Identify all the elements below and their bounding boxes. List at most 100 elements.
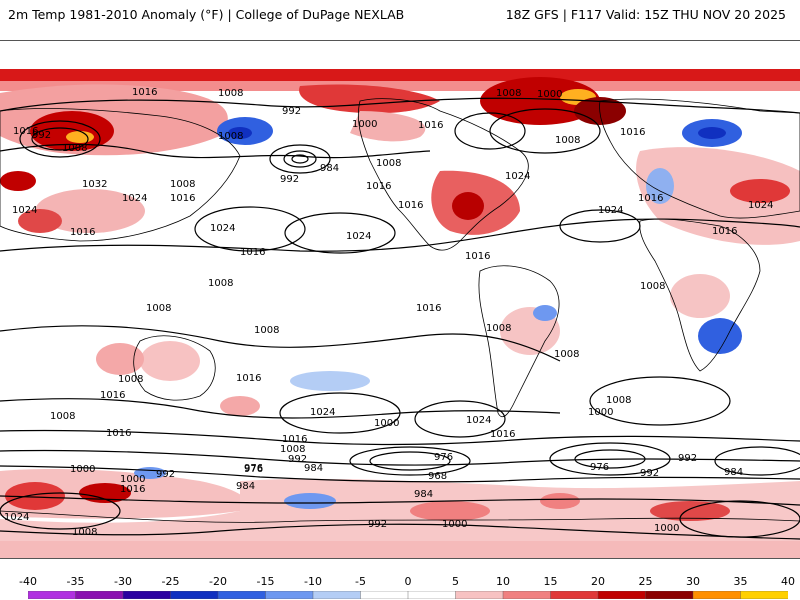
isobar-label: 992 bbox=[32, 130, 51, 141]
isobar-label: 1008 bbox=[606, 395, 631, 406]
isobar-label: 1016 bbox=[465, 251, 490, 262]
colorbar-tick-label: 30 bbox=[686, 575, 700, 588]
colorbar-segment bbox=[217, 591, 267, 599]
colorbar-tick-label: -10 bbox=[304, 575, 322, 588]
isobar-label: 984 bbox=[724, 467, 743, 478]
isobar-label: 1024 bbox=[748, 200, 773, 211]
isobar-label: 1016 bbox=[620, 127, 645, 138]
colorbar-tick-label: -5 bbox=[355, 575, 366, 588]
colorbar-segment bbox=[407, 591, 457, 599]
isobar-label: 1008 bbox=[72, 527, 97, 538]
isobar-label: 1024 bbox=[505, 171, 530, 182]
isobar-label: 1008 bbox=[280, 444, 305, 455]
colorbar-segment bbox=[645, 591, 694, 599]
colorbar-tick-label: 5 bbox=[452, 575, 459, 588]
isobar-label: 1008 bbox=[640, 281, 665, 292]
isobar-label: 1032 bbox=[82, 179, 107, 190]
colorbar-tick-label: -30 bbox=[114, 575, 132, 588]
isobar-label: 1016 bbox=[712, 226, 737, 237]
isobar-label: 968 bbox=[428, 471, 447, 482]
colorbar-tick-label: 25 bbox=[638, 575, 653, 588]
isobar-label: 1008 bbox=[376, 158, 401, 169]
isobar-label: 976 bbox=[244, 463, 263, 474]
isobar-label: 992 bbox=[640, 468, 659, 479]
isobar-label: 1016 bbox=[490, 429, 515, 440]
isobar-label: 1008 bbox=[170, 179, 195, 190]
model-run-info: 18Z GFS | F117 Valid: 15Z THU NOV 20 202… bbox=[505, 7, 786, 22]
isobars bbox=[0, 97, 800, 540]
isobar-label: 1016 bbox=[170, 193, 195, 204]
isobar-label: 992 bbox=[282, 106, 301, 117]
colorbar-tick-label: -40 bbox=[19, 575, 37, 588]
isobar-label: 1024 bbox=[12, 205, 37, 216]
isobar-label: 1016 bbox=[236, 373, 261, 384]
isobar-label: 1008 bbox=[486, 323, 511, 334]
isobar-label: 1016 bbox=[13, 126, 38, 137]
isobar-label: 984 bbox=[320, 163, 339, 174]
anomaly-map[interactable]: 1016 992 1008 1008 992 1000 1008 1016 10… bbox=[0, 40, 800, 559]
colorbar-tick-label: -25 bbox=[161, 575, 180, 588]
isobar-label: 976 bbox=[590, 462, 609, 473]
isobar-label: 1000 bbox=[442, 519, 467, 530]
isobar-label: 992 bbox=[678, 453, 697, 464]
isobar-label: 1016 bbox=[106, 428, 131, 439]
isobar-label: 1000 bbox=[120, 474, 145, 485]
isobar-label: 1024 bbox=[122, 193, 147, 204]
colorbar-segment bbox=[28, 591, 77, 599]
isobar-label: 1000 bbox=[588, 407, 613, 418]
isobar-label: 1008 bbox=[218, 131, 243, 142]
isobar-label: 992 bbox=[288, 454, 307, 465]
isobar-label: 1000 bbox=[537, 89, 562, 100]
isobar-label: 1008 bbox=[554, 349, 579, 360]
isobar-label: 984 bbox=[304, 463, 323, 474]
colorbar-segment bbox=[740, 591, 788, 599]
colorbar-segment bbox=[550, 591, 599, 599]
isobar-label: 992 bbox=[368, 519, 387, 530]
isobar-label: 1016 bbox=[70, 227, 95, 238]
isobar-label: 1008 bbox=[146, 303, 171, 314]
colorbar-segment bbox=[597, 591, 647, 599]
coastlines bbox=[0, 98, 800, 523]
colorbar-tick-label: -15 bbox=[256, 575, 275, 588]
isobar-label: 1024 bbox=[598, 205, 623, 216]
map-title: 2m Temp 1981-2010 Anomaly (°F) | College… bbox=[8, 7, 405, 22]
isobar-label: 984 bbox=[236, 481, 255, 492]
colorbar-tick-label: 10 bbox=[496, 575, 510, 588]
isobar-label: 1008 bbox=[254, 325, 279, 336]
colorbar-scale bbox=[28, 591, 788, 599]
isobar-label: 1016 bbox=[120, 484, 145, 495]
isobar-label: 1016 bbox=[418, 120, 443, 131]
isobar-labels: 1016 992 1008 1008 992 1000 1008 1016 10… bbox=[4, 87, 773, 538]
isobar-label: 1008 bbox=[218, 88, 243, 99]
colorbar-segment bbox=[692, 591, 742, 599]
colorbar-tick-label: 0 bbox=[404, 575, 412, 588]
colorbar-tick-label: -20 bbox=[209, 575, 227, 588]
isobar-label: 1000 bbox=[654, 523, 679, 534]
colorbar-segment bbox=[312, 591, 362, 599]
isobar-label: 1016 bbox=[416, 303, 441, 314]
isobar-label: 1016 bbox=[398, 200, 423, 211]
isobar-label: 976 bbox=[434, 452, 453, 463]
isobar-label: 984 bbox=[414, 489, 433, 500]
isobar-label: 1008 bbox=[50, 411, 75, 422]
colorbar-segment bbox=[265, 591, 314, 599]
isobar-label: 1016 bbox=[638, 193, 663, 204]
colorbar-segment bbox=[360, 591, 409, 599]
isobar-label: 1008 bbox=[62, 143, 87, 154]
isobar-label: 1024 bbox=[310, 407, 335, 418]
colorbar-tick-label: 20 bbox=[591, 575, 605, 588]
colorbar-tick-label: -35 bbox=[66, 575, 85, 588]
isobar-label: 1008 bbox=[118, 374, 143, 385]
isobar-label: 1024 bbox=[466, 415, 491, 426]
map-canvas: 1016 992 1008 1008 992 1000 1008 1016 10… bbox=[0, 41, 800, 558]
isobar-label: 1024 bbox=[4, 512, 29, 523]
colorbar-segment bbox=[122, 591, 172, 599]
isobar-label: 1016 bbox=[132, 87, 157, 98]
isobar-label: 1016 bbox=[240, 247, 265, 258]
colorbar-segment bbox=[75, 591, 124, 599]
isobar-label: 1016 bbox=[366, 181, 391, 192]
isobar-label: 1000 bbox=[70, 464, 95, 475]
isobar-label: 1024 bbox=[346, 231, 371, 242]
colorbar-segment bbox=[170, 591, 219, 599]
isobar-label: 1024 bbox=[210, 223, 235, 234]
